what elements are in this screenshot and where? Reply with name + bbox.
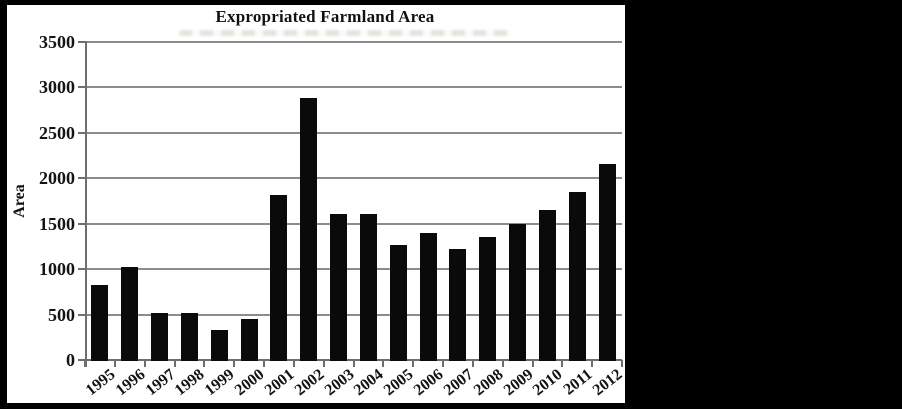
x-tick-9 — [352, 360, 355, 367]
y-tick-label-2500: 2500 — [39, 122, 75, 143]
y-tick-label-1000: 1000 — [39, 259, 75, 280]
y-tick-label-2000: 2000 — [39, 168, 75, 189]
y-tick-1500 — [78, 222, 87, 225]
bar-2010 — [538, 210, 556, 361]
x-tick-16 — [561, 360, 564, 367]
gridline-1500 — [85, 222, 622, 225]
x-tick-11 — [412, 360, 415, 367]
gridline-2000 — [85, 177, 622, 180]
y-tick-3500 — [78, 41, 87, 43]
y-tick-2000 — [78, 177, 87, 180]
x-tick-6 — [263, 360, 265, 367]
x-tick-7 — [292, 360, 295, 367]
y-tick-500 — [78, 313, 87, 316]
bar-2002 — [300, 98, 318, 361]
bar-2003 — [330, 213, 348, 361]
bar-2011 — [568, 191, 586, 361]
y-tick-3000 — [78, 86, 87, 89]
y-tick-label-500: 500 — [48, 304, 75, 325]
bar-2012 — [598, 163, 616, 361]
bar-2005 — [389, 244, 407, 361]
gridline-2500 — [85, 131, 622, 134]
y-tick-label-1500: 1500 — [39, 213, 75, 234]
bar-2007 — [449, 249, 467, 361]
x-tick-18 — [621, 360, 623, 367]
scan-artifact-smudge — [179, 30, 511, 36]
bar-2008 — [479, 237, 497, 361]
gridline-3000 — [85, 86, 622, 89]
chart-title: Expropriated Farmland Area — [215, 7, 435, 26]
x-tick-15 — [531, 360, 534, 367]
x-tick-4 — [203, 360, 206, 367]
y-tick-label-3000: 3000 — [39, 77, 75, 98]
y-tick-1000 — [78, 268, 87, 271]
x-tick-10 — [382, 360, 385, 367]
bar-1997 — [151, 312, 169, 361]
x-tick-3 — [173, 360, 176, 367]
x-tick-1 — [113, 360, 116, 367]
x-tick-14 — [501, 360, 504, 367]
bar-2000 — [240, 319, 258, 361]
y-tick-label-3500: 3500 — [39, 32, 75, 52]
y-tick-label-0: 0 — [66, 350, 75, 370]
x-tick-12 — [442, 360, 444, 367]
bar-2006 — [419, 232, 437, 361]
plot-area: 0 500 1000 1500 2000 2500 3000 3500 1995 1996 1997… — [7, 5, 626, 403]
x-tick-5 — [233, 360, 236, 367]
gridline-1000 — [85, 268, 622, 271]
x-tick-8 — [322, 360, 325, 367]
bar-1995 — [91, 285, 109, 361]
x-tick-0 — [84, 360, 86, 367]
gridline-3500 — [85, 41, 622, 43]
y-axis-line — [85, 42, 87, 367]
bar-2004 — [359, 213, 377, 361]
y-tick-0 — [78, 359, 87, 361]
bar-2009 — [509, 223, 527, 361]
gridline-500 — [85, 313, 622, 316]
bar-1996 — [121, 267, 139, 361]
bar-2001 — [270, 194, 288, 361]
x-tick-17 — [591, 360, 594, 367]
x-tick-2 — [143, 360, 146, 367]
x-tick-13 — [471, 360, 474, 367]
bar-1998 — [180, 312, 198, 361]
y-tick-2500 — [78, 131, 87, 134]
chart-canvas: Expropriated Farmland Area Area 0 500 1000… — [7, 5, 626, 403]
bar-1999 — [210, 330, 228, 361]
